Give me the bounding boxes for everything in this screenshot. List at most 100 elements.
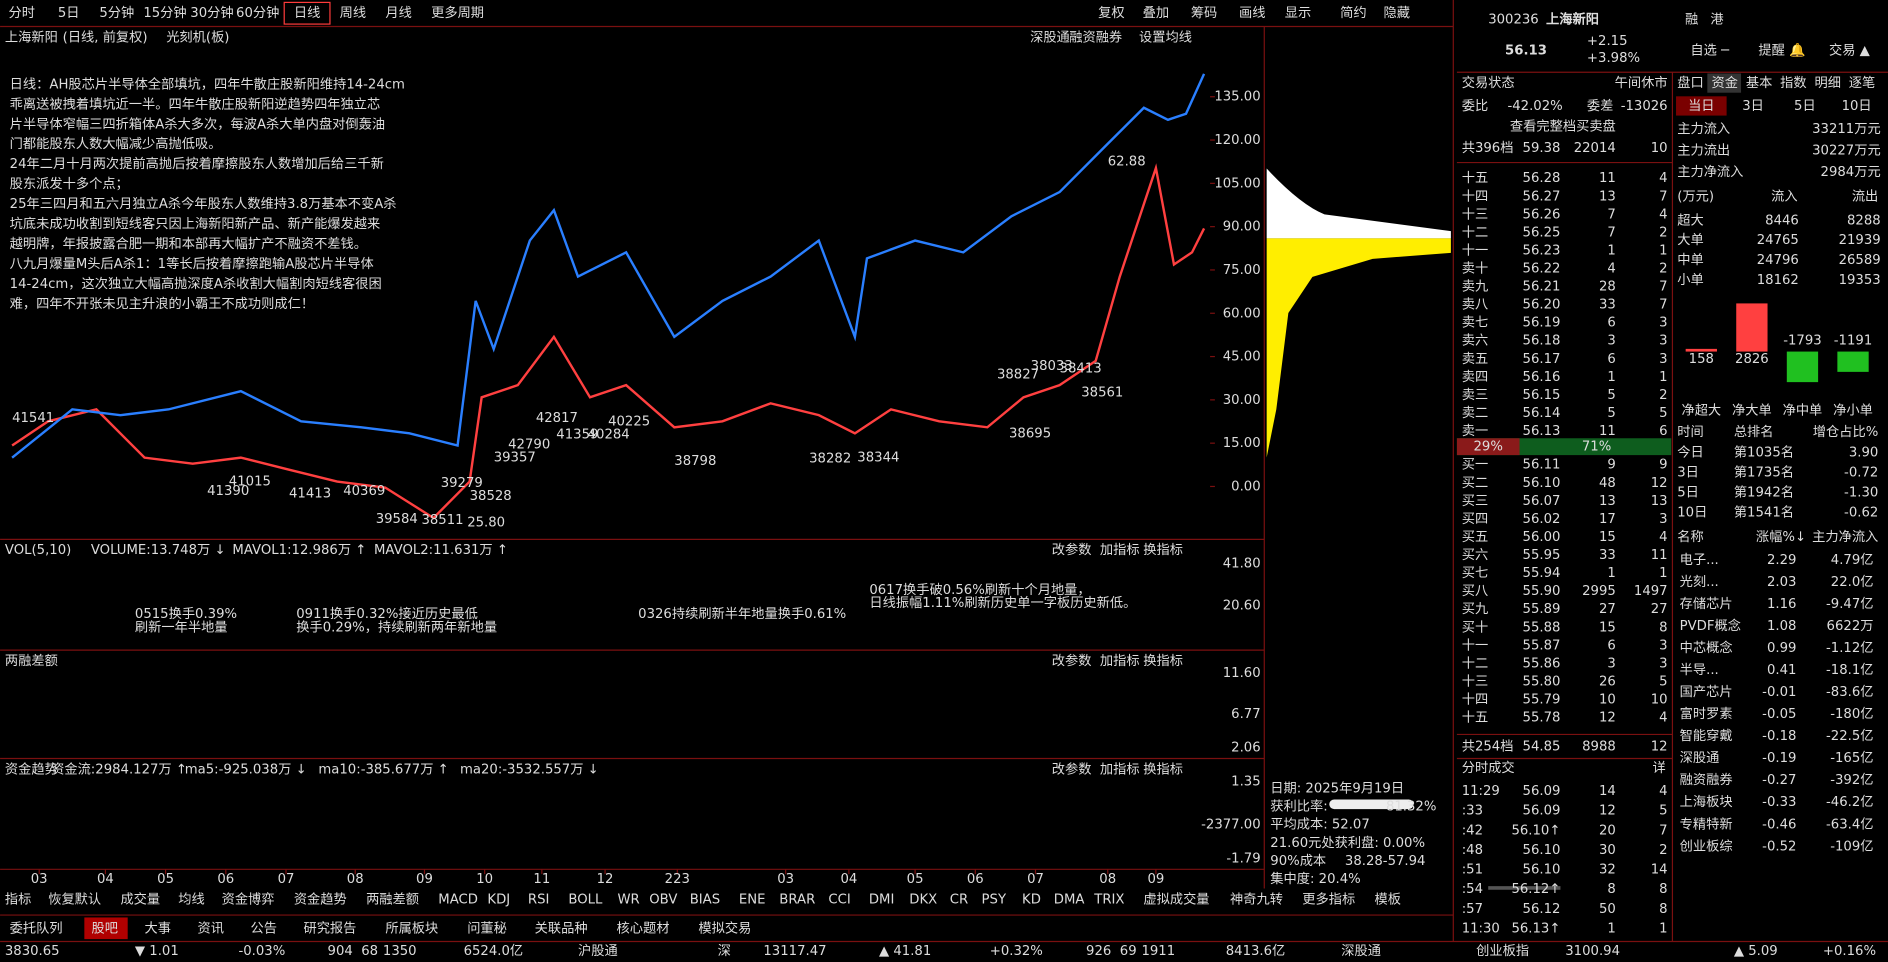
- bottom-tab[interactable]: 股吧: [92, 921, 118, 936]
- chart-link[interactable]: 设置均线: [1139, 29, 1192, 45]
- tool-button[interactable]: 隐藏: [1383, 5, 1409, 21]
- chart-link[interactable]: 深股通: [1030, 29, 1070, 45]
- indicator-tab[interactable]: RSI: [528, 892, 550, 907]
- panel-button[interactable]: 加指标: [1100, 653, 1140, 669]
- fund-period[interactable]: 当日: [1688, 98, 1714, 114]
- period-tab[interactable]: 30分钟: [190, 4, 233, 21]
- fund-period[interactable]: 3日: [1742, 99, 1764, 114]
- bottom-tab[interactable]: 研究报告: [303, 920, 356, 936]
- industry-name[interactable]: 国产芯片: [1680, 684, 1733, 700]
- indicator-tab[interactable]: CR: [950, 892, 968, 907]
- bottom-tab[interactable]: 大事: [145, 920, 171, 936]
- indicator-tab[interactable]: 虚拟成交量: [1143, 890, 1209, 907]
- indicator-tab[interactable]: 两融差额: [366, 891, 419, 907]
- industry-name[interactable]: 深股通: [1680, 750, 1720, 766]
- quote-button[interactable]: 交易 ▲: [1829, 42, 1871, 59]
- tool-button[interactable]: 画线: [1239, 5, 1265, 21]
- indicator-tab[interactable]: 神奇九转: [1230, 890, 1283, 907]
- industry-name[interactable]: 光刻...: [1680, 574, 1719, 590]
- fund-tab[interactable]: 明细: [1815, 75, 1841, 91]
- panel-button[interactable]: 换指标: [1143, 653, 1183, 669]
- tool-button[interactable]: 简约: [1340, 4, 1366, 21]
- indicator-tab[interactable]: BOLL: [568, 892, 603, 907]
- panel-button[interactable]: 改参数: [1052, 541, 1092, 558]
- fund-tab[interactable]: 基本: [1746, 75, 1772, 91]
- indicator-tab[interactable]: MACD: [438, 892, 478, 907]
- tool-button[interactable]: 叠加: [1143, 5, 1169, 21]
- indicator-tab[interactable]: TRIX: [1093, 892, 1124, 907]
- bottom-tab[interactable]: 所属板块: [385, 920, 438, 936]
- period-tab[interactable]: 5日: [58, 6, 80, 21]
- industry-name[interactable]: 上海板块: [1680, 794, 1733, 810]
- quote-button[interactable]: 提醒 🔔: [1758, 43, 1805, 59]
- bottom-tab[interactable]: 核心题材: [617, 920, 670, 936]
- indicator-tab[interactable]: BRAR: [779, 892, 815, 907]
- trades-detail[interactable]: 详: [1653, 760, 1666, 776]
- period-tab[interactable]: 更多周期: [431, 4, 484, 21]
- period-tab[interactable]: 60分钟: [236, 4, 279, 21]
- indicator-tab[interactable]: DMI: [869, 892, 895, 907]
- panel-button[interactable]: 改参数: [1052, 760, 1092, 777]
- industry-name[interactable]: 智能穿戴: [1680, 728, 1733, 744]
- indicator-tab[interactable]: OBV: [649, 892, 677, 907]
- fund-tab[interactable]: 资金: [1712, 75, 1738, 91]
- indicator-tab[interactable]: KDJ: [487, 892, 510, 907]
- indicator-tab[interactable]: 恢复默认: [48, 891, 101, 907]
- tool-button[interactable]: 复权: [1098, 4, 1124, 21]
- indicator-tab[interactable]: ENE: [739, 892, 766, 907]
- indicator-tab[interactable]: 更多指标: [1302, 890, 1355, 907]
- indicator-tab[interactable]: KD: [1022, 892, 1041, 907]
- indicator-tab[interactable]: DKX: [909, 892, 937, 907]
- book-count: 13: [1651, 494, 1668, 509]
- indicator-tab[interactable]: WR: [617, 892, 639, 907]
- indicator-tab[interactable]: DMA: [1054, 892, 1085, 907]
- industry-name[interactable]: 半导...: [1680, 662, 1719, 678]
- fund-period[interactable]: 10日: [1842, 99, 1872, 114]
- indicator-tab[interactable]: 模板: [1375, 891, 1401, 907]
- panel-button[interactable]: 加指标: [1100, 761, 1140, 777]
- bottom-tab[interactable]: 公告: [250, 920, 276, 936]
- bottom-tab[interactable]: 资讯: [198, 920, 224, 936]
- indicator-tab[interactable]: CCI: [828, 892, 850, 907]
- fund-tab[interactable]: 指数: [1780, 75, 1806, 91]
- period-tab[interactable]: 分时: [8, 5, 34, 21]
- industry-name[interactable]: 富时罗素: [1680, 705, 1733, 722]
- full-book-link[interactable]: 查看完整档买卖盘: [1510, 117, 1616, 134]
- indicator-tab[interactable]: PSY: [982, 892, 1007, 907]
- period-tab[interactable]: 月线: [385, 5, 411, 21]
- indicator-tab[interactable]: 指标: [5, 891, 31, 907]
- industry-name[interactable]: 融资融券: [1680, 772, 1733, 788]
- chart-link[interactable]: 融资融券: [1069, 29, 1122, 45]
- fund-tab[interactable]: 盘口: [1677, 74, 1703, 91]
- indicator-tab[interactable]: 均线: [178, 891, 204, 907]
- industry-name[interactable]: 专精特新: [1680, 816, 1733, 832]
- bottom-tab[interactable]: 关联品种: [535, 920, 588, 936]
- bottom-tab[interactable]: 问董秘: [467, 920, 507, 936]
- industry-name[interactable]: 电子...: [1680, 552, 1719, 568]
- period-tab[interactable]: 5分钟: [99, 4, 134, 21]
- period-tab[interactable]: 周线: [340, 5, 366, 21]
- industry-name[interactable]: 存储芯片: [1680, 596, 1733, 612]
- tool-button[interactable]: 显示: [1285, 6, 1311, 21]
- panel-button[interactable]: 换指标: [1143, 542, 1183, 558]
- indicator-tab[interactable]: 成交量: [120, 890, 160, 907]
- indicator-tab[interactable]: 资金博弈: [222, 891, 275, 907]
- quote-button[interactable]: 融: [1685, 11, 1698, 27]
- industry-name[interactable]: 中芯概念: [1680, 639, 1733, 656]
- indicator-tab[interactable]: 资金趋势: [294, 891, 347, 907]
- tool-button[interactable]: 筹码: [1191, 4, 1217, 21]
- panel-button[interactable]: 改参数: [1052, 652, 1092, 669]
- period-tab[interactable]: 15分钟: [143, 4, 186, 21]
- quote-button[interactable]: 自选 ─: [1690, 43, 1730, 59]
- fund-period[interactable]: 5日: [1794, 99, 1816, 114]
- panel-button[interactable]: 加指标: [1100, 542, 1140, 558]
- panel-button[interactable]: 换指标: [1143, 761, 1183, 777]
- industry-name[interactable]: PVDF概念: [1680, 617, 1741, 634]
- industry-name[interactable]: 创业板综: [1680, 838, 1733, 854]
- bottom-tab[interactable]: 模拟交易: [698, 919, 751, 936]
- fund-tab[interactable]: 逐笔: [1849, 75, 1875, 91]
- bottom-tab[interactable]: 委托队列: [10, 920, 63, 936]
- indicator-tab[interactable]: BIAS: [690, 892, 720, 907]
- quote-button[interactable]: 港: [1710, 11, 1723, 27]
- period-tab[interactable]: 日线: [294, 5, 320, 21]
